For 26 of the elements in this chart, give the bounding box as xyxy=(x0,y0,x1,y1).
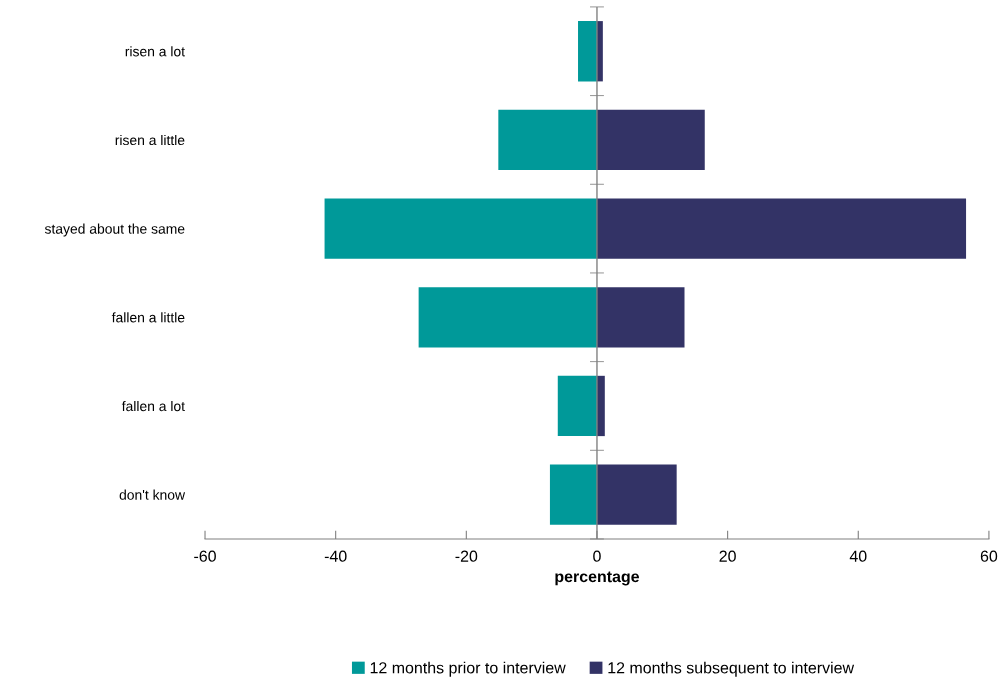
x-tick-label: -20 xyxy=(455,550,478,562)
x-axis-title: percentage xyxy=(555,571,640,586)
bar xyxy=(324,198,597,259)
y-tick-label: risen a little xyxy=(115,134,185,146)
x-tick-label: -40 xyxy=(324,550,347,562)
y-tick-label: don't know xyxy=(119,489,186,500)
bar xyxy=(596,464,677,525)
bar xyxy=(596,198,967,259)
x-tick-label: -60 xyxy=(194,550,216,562)
y-tick-label: stayed about the same xyxy=(44,223,185,237)
x-tick-label: 40 xyxy=(849,550,867,562)
bar xyxy=(498,109,597,171)
legend-label: 12 months prior to interview xyxy=(370,661,566,677)
bar xyxy=(578,21,597,82)
bar xyxy=(596,287,685,348)
bar xyxy=(418,287,597,348)
legend-label: 12 months subsequent to interview xyxy=(608,661,855,677)
bar xyxy=(596,109,705,171)
x-tick-label: 60 xyxy=(980,550,998,562)
bar xyxy=(557,375,597,437)
x-tick-label: 20 xyxy=(719,550,736,562)
y-tick-label: fallen a little xyxy=(111,312,185,323)
x-tick-label: 0 xyxy=(593,550,601,562)
y-tick-label: risen a lot xyxy=(125,46,185,57)
y-tick-label: fallen a lot xyxy=(121,400,185,412)
bar xyxy=(549,464,597,525)
